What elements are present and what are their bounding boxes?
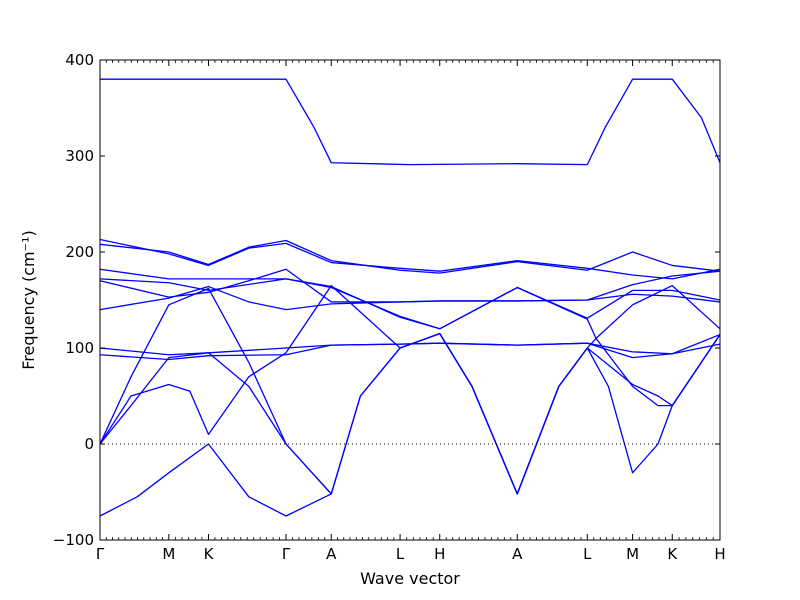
plot-frame: [99, 59, 721, 541]
y-axis: −100 0 100 200 300 400: [53, 51, 720, 549]
x-tick-label: H: [714, 545, 725, 563]
y-tick-label: 300: [65, 147, 94, 165]
band-line-6: [99, 270, 721, 311]
x-tick-label: L: [396, 545, 405, 563]
y-axis-label-group: Frequency (cm⁻¹): [19, 230, 38, 369]
x-tick-label: Γ: [96, 545, 105, 563]
x-tick-label: M: [626, 545, 639, 563]
band-lines: [99, 78, 721, 517]
x-tick-label: A: [512, 545, 523, 563]
x-tick-label: Γ: [282, 545, 291, 563]
y-tick-label: 0: [84, 435, 94, 453]
y-tick-label: 400: [65, 51, 94, 69]
y-tick-label: 100: [65, 339, 94, 357]
y-axis-label: Frequency (cm⁻¹): [19, 230, 38, 369]
band-line-7: [99, 278, 721, 340]
x-tick-label: L: [583, 545, 592, 563]
x-tick-label: M: [162, 545, 175, 563]
band-line-9: [99, 333, 721, 361]
y-tick-label: −100: [53, 531, 94, 549]
band-line-3: [99, 238, 721, 280]
x-tick-label: H: [434, 545, 445, 563]
band-line-13: [99, 352, 332, 495]
band-line-2: [99, 239, 721, 274]
x-tick-label: K: [667, 545, 678, 563]
x-axis-label: Wave vector: [360, 569, 460, 588]
x-tick-label: K: [204, 545, 215, 563]
band-line-11: [99, 284, 721, 495]
y-tick-label: 200: [65, 243, 94, 261]
x-tick-label: A: [326, 545, 337, 563]
band-line-12: [99, 332, 721, 517]
band-line-1: [100, 78, 721, 166]
